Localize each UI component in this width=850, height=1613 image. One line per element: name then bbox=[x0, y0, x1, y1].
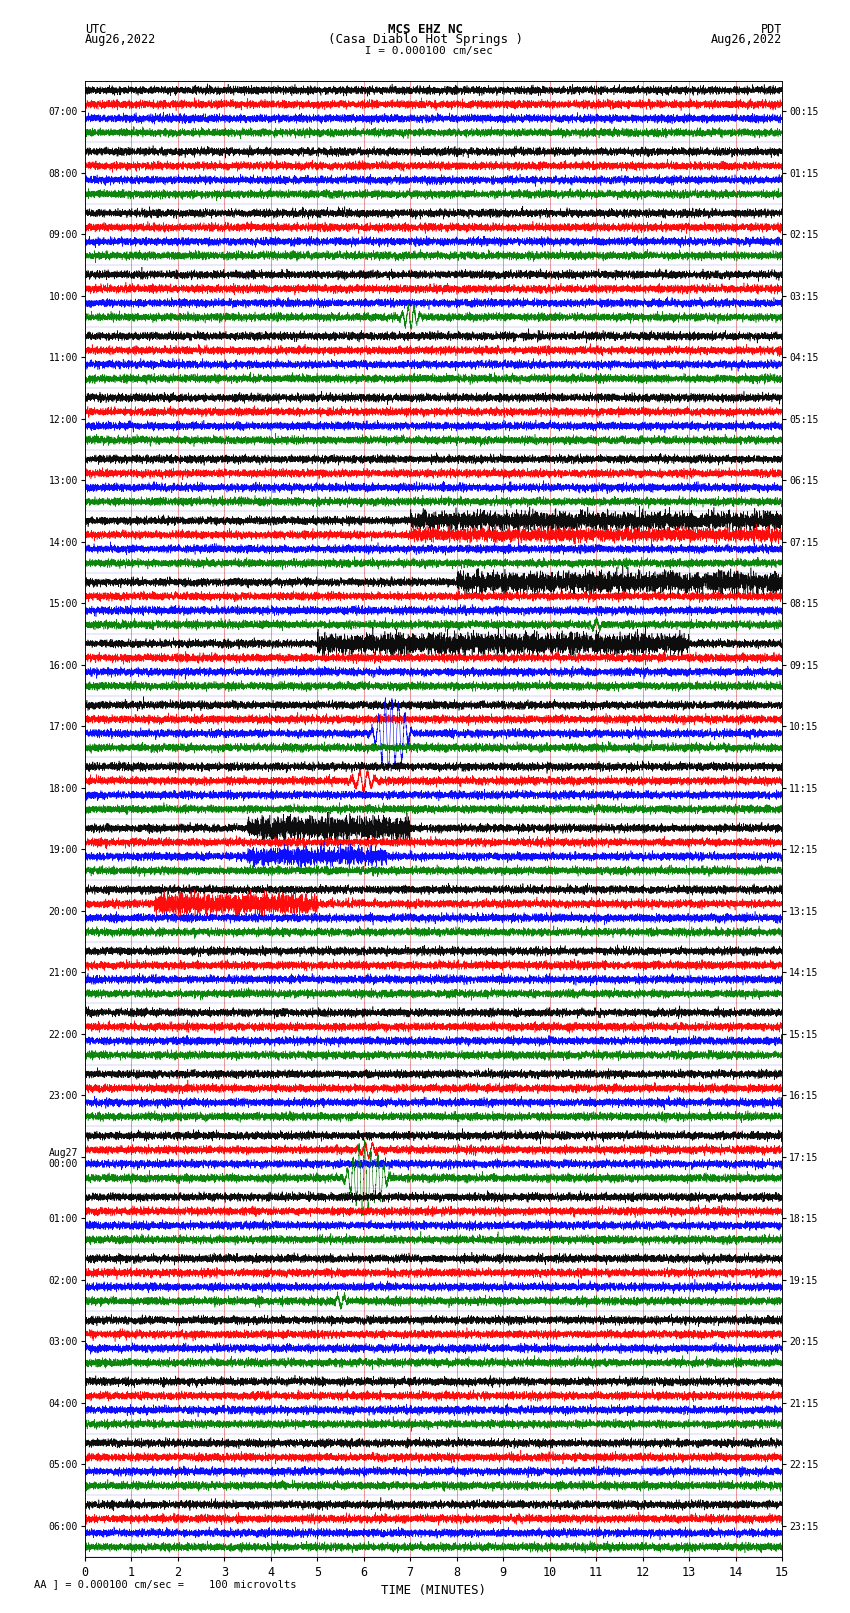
Text: AA ] = 0.000100 cm/sec =    100 microvolts: AA ] = 0.000100 cm/sec = 100 microvolts bbox=[34, 1579, 297, 1589]
Text: UTC: UTC bbox=[85, 23, 106, 37]
X-axis label: TIME (MINUTES): TIME (MINUTES) bbox=[381, 1584, 486, 1597]
Text: I = 0.000100 cm/sec: I = 0.000100 cm/sec bbox=[358, 45, 492, 56]
Text: Aug26,2022: Aug26,2022 bbox=[711, 32, 782, 45]
Text: (Casa Diablo Hot Springs ): (Casa Diablo Hot Springs ) bbox=[327, 32, 523, 45]
Text: PDT: PDT bbox=[761, 23, 782, 37]
Text: MCS EHZ NC: MCS EHZ NC bbox=[388, 23, 462, 37]
Text: Aug26,2022: Aug26,2022 bbox=[85, 32, 156, 45]
